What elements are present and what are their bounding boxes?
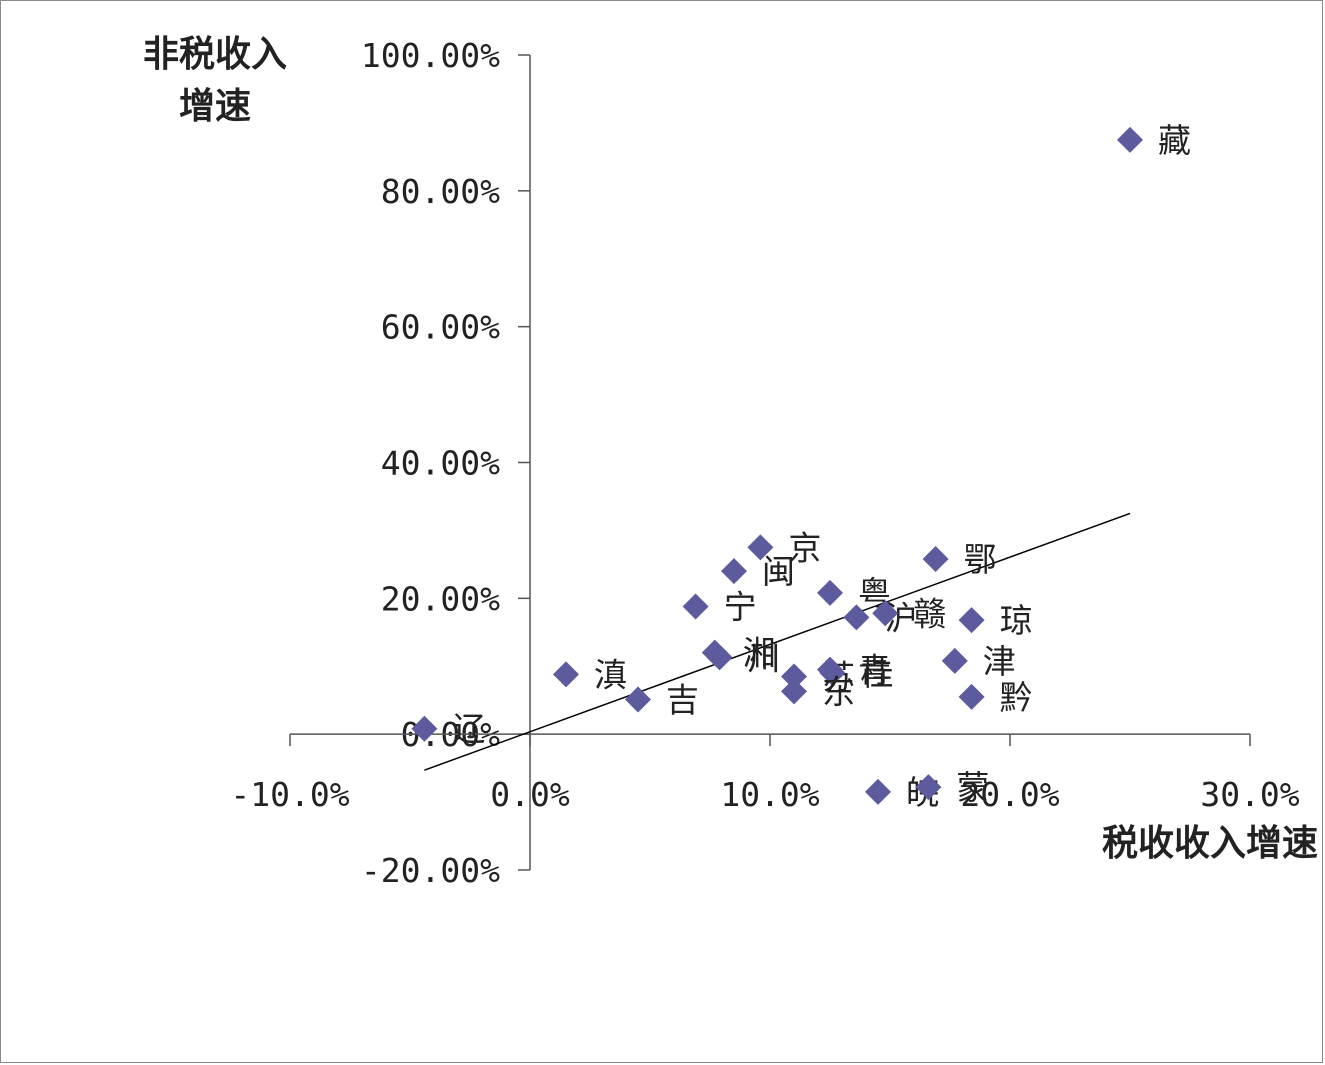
data-point-label: 辽	[452, 710, 485, 749]
data-point-marker	[958, 607, 985, 634]
y-tick-label: 60.00%	[381, 308, 500, 347]
data-point-marker	[941, 647, 968, 674]
data-point-marker	[411, 715, 438, 742]
data-point-marker	[682, 593, 709, 620]
data-point-label: 宁	[724, 587, 757, 626]
x-tick-label: 20.0%	[960, 775, 1059, 814]
data-point-label: 滇	[594, 655, 627, 694]
data-point-label: 闽	[762, 552, 795, 591]
data-point-label: 津	[983, 642, 1016, 681]
data-point-label: 桂	[860, 654, 893, 693]
data-point-marker	[915, 774, 942, 801]
y-axis-title-line-1: 非税收入	[143, 34, 287, 75]
y-tick-label: -20.00%	[361, 851, 500, 890]
data-point-label: 湘	[743, 634, 776, 673]
data-point-marker	[706, 644, 733, 671]
data-point-marker	[721, 558, 747, 585]
data-point-marker	[872, 600, 899, 627]
data-point-label: 川	[748, 638, 781, 677]
data-point-label: 蒙	[956, 768, 989, 807]
data-point-marker	[781, 663, 807, 690]
data-point-label: 黔	[1000, 678, 1033, 717]
y-tick-label: 40.00%	[381, 444, 500, 483]
x-tick-label: 10.0%	[720, 775, 819, 814]
y-tick-label: 80.00%	[381, 172, 500, 211]
data-point-marker	[865, 778, 891, 805]
data-point-label: 京	[788, 528, 821, 567]
y-tick-label: 100.00%	[361, 36, 500, 75]
data-point-label: 藏	[1158, 121, 1191, 160]
data-point-label: 鄂	[964, 540, 997, 579]
data-point-marker	[625, 686, 651, 713]
data-point-marker	[1117, 126, 1143, 153]
data-point-label: 东	[822, 672, 855, 711]
data-point-marker	[922, 545, 949, 572]
data-point-marker	[781, 678, 807, 705]
data-point-marker	[958, 683, 985, 710]
data-point-label: 青	[858, 651, 891, 690]
x-tick-label: 30.0%	[1200, 775, 1299, 814]
data-point-marker	[819, 660, 846, 687]
data-point-marker	[553, 661, 579, 688]
data-point-label: 吉	[666, 681, 699, 720]
data-point-marker	[817, 579, 843, 606]
x-tick-label: -10.0%	[230, 775, 349, 814]
data-point-marker	[843, 604, 870, 631]
y-tick-label: 20.00%	[381, 579, 500, 618]
data-point-marker	[747, 534, 774, 561]
data-point-label: 赣	[913, 594, 946, 633]
x-tick-label: 0.0%	[490, 775, 570, 814]
y-axis-title-line-2: 增速	[179, 86, 251, 127]
data-point-label: 琼	[1000, 601, 1033, 640]
trendline	[424, 512, 1131, 771]
x-axis-title: 税收收入增速	[1102, 823, 1318, 864]
